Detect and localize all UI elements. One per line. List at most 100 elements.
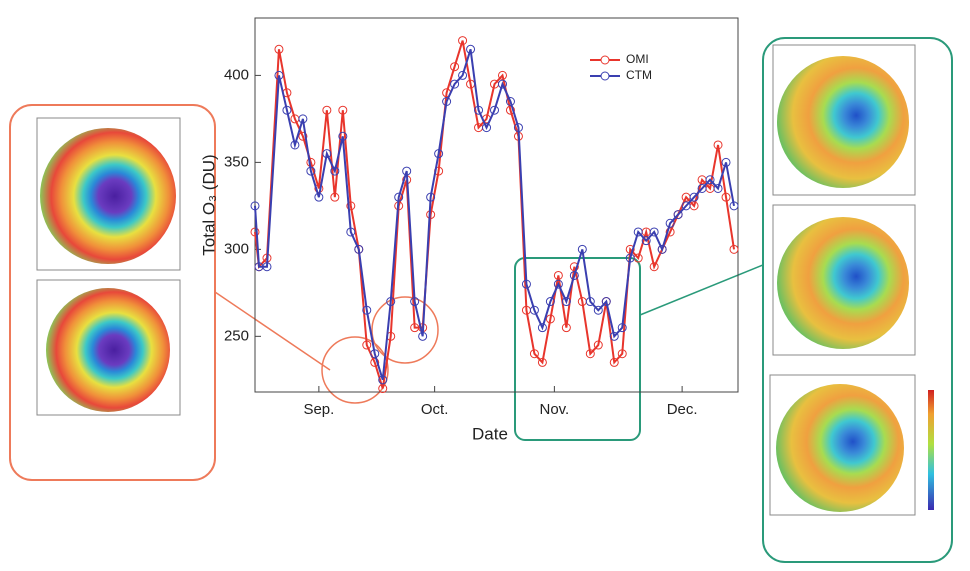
data-point xyxy=(657,244,667,254)
data-point xyxy=(553,279,563,289)
data-point xyxy=(617,323,627,333)
data-point xyxy=(458,70,468,80)
data-point xyxy=(322,149,332,159)
data-point xyxy=(354,244,364,254)
y-tick-label: 350 xyxy=(224,153,249,170)
data-point xyxy=(521,279,531,289)
ozone-map xyxy=(40,128,176,264)
y-tick-label: 250 xyxy=(224,327,249,344)
data-point xyxy=(458,36,468,46)
data-point xyxy=(386,297,396,307)
data-point xyxy=(410,297,420,307)
connector xyxy=(214,291,331,371)
data-point xyxy=(713,183,723,193)
data-point xyxy=(577,244,587,254)
data-point xyxy=(322,105,332,115)
data-point xyxy=(442,96,452,106)
highlight-circle xyxy=(321,336,389,404)
data-point xyxy=(505,96,515,106)
data-point xyxy=(290,140,300,150)
data-point xyxy=(474,105,484,115)
data-point xyxy=(262,262,272,272)
data-point xyxy=(721,192,731,202)
data-point xyxy=(529,305,539,315)
legend-marker xyxy=(600,55,610,65)
data-point xyxy=(282,105,292,115)
data-point xyxy=(505,105,515,115)
x-tick-label: Dec. xyxy=(667,401,698,418)
data-point xyxy=(721,157,731,167)
data-point xyxy=(513,123,523,133)
data-point xyxy=(362,340,372,350)
data-point xyxy=(250,201,260,211)
data-point xyxy=(665,227,675,237)
data-point xyxy=(346,227,356,237)
data-point xyxy=(617,349,627,359)
data-point xyxy=(561,323,571,333)
legend-label: CTM xyxy=(626,68,652,82)
legend-label: OMI xyxy=(626,52,649,66)
data-point xyxy=(729,244,739,254)
legend-marker xyxy=(600,71,610,81)
data-point xyxy=(529,349,539,359)
data-point xyxy=(434,149,444,159)
data-point xyxy=(697,183,707,193)
data-point xyxy=(593,305,603,315)
data-point xyxy=(545,314,555,324)
data-point xyxy=(330,192,340,202)
ozone-map xyxy=(777,56,909,188)
callout-box xyxy=(762,37,953,563)
data-point xyxy=(713,140,723,150)
data-point xyxy=(346,201,356,211)
data-point xyxy=(418,331,428,341)
data-point xyxy=(665,218,675,228)
data-point xyxy=(378,384,388,394)
data-point xyxy=(649,227,659,237)
data-point xyxy=(497,70,507,80)
data-point xyxy=(585,349,595,359)
highlight-circle xyxy=(371,296,439,364)
data-point xyxy=(553,270,563,280)
data-point xyxy=(370,349,380,359)
data-point xyxy=(649,262,659,272)
data-point xyxy=(362,305,372,315)
data-point xyxy=(545,297,555,307)
y-tick-label: 400 xyxy=(224,66,249,83)
data-point xyxy=(298,114,308,124)
data-point xyxy=(673,210,683,220)
data-point xyxy=(394,192,404,202)
data-point xyxy=(681,201,691,211)
data-point xyxy=(490,105,500,115)
data-point xyxy=(306,166,316,176)
series-line xyxy=(254,40,735,389)
connector xyxy=(639,264,764,316)
data-point xyxy=(466,44,476,54)
data-point xyxy=(593,340,603,350)
data-point xyxy=(705,175,715,185)
ozone-map xyxy=(46,288,170,412)
data-point xyxy=(641,236,651,246)
data-point xyxy=(274,70,284,80)
data-point xyxy=(482,123,492,133)
data-point xyxy=(625,244,635,254)
data-point xyxy=(426,192,436,202)
y-tick-label: 300 xyxy=(224,240,249,257)
highlight-box xyxy=(514,257,641,441)
ozone-map xyxy=(777,217,909,349)
data-point xyxy=(625,253,635,263)
data-point xyxy=(274,44,284,54)
data-point xyxy=(338,131,348,141)
data-point xyxy=(585,297,595,307)
data-point xyxy=(330,166,340,176)
data-point xyxy=(633,227,643,237)
series-line xyxy=(254,49,735,381)
y-axis-label: Total O₃ (DU) xyxy=(199,154,218,255)
data-point xyxy=(370,357,380,367)
ozone-map xyxy=(776,384,904,512)
color-bar xyxy=(928,390,934,510)
data-point xyxy=(601,297,611,307)
data-point xyxy=(569,262,579,272)
data-point xyxy=(338,105,348,115)
data-point xyxy=(729,201,739,211)
